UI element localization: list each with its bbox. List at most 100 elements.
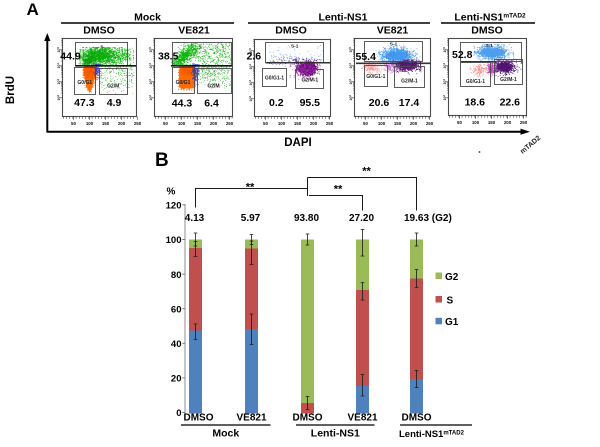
svg-text:**: **: [246, 182, 255, 194]
svg-text:80: 80: [171, 270, 182, 281]
svg-text:150: 150: [394, 121, 402, 126]
svg-text:50: 50: [71, 121, 76, 126]
svg-text:105: 105: [56, 47, 61, 53]
svg-text:102: 102: [348, 95, 353, 101]
svg-text:104: 104: [148, 63, 153, 69]
svg-text:105: 105: [148, 47, 153, 53]
svg-text:44.3: 44.3: [172, 98, 193, 110]
svg-text:S: S: [100, 44, 104, 50]
svg-text:100: 100: [86, 121, 94, 126]
svg-text:DMSO: DMSO: [402, 413, 432, 424]
svg-text:G2/M: G2/M: [207, 84, 219, 90]
svg-text:S-1: S-1: [485, 43, 493, 49]
svg-text:4.13: 4.13: [185, 213, 205, 224]
svg-text:DMSO: DMSO: [471, 25, 503, 37]
svg-text:G0/G1-1: G0/G1-1: [466, 79, 485, 85]
svg-text:20.6: 20.6: [369, 97, 390, 109]
svg-text:100: 100: [378, 121, 386, 126]
svg-text:4.9: 4.9: [107, 97, 122, 109]
svg-text:200: 200: [310, 121, 318, 126]
svg-text:100: 100: [472, 120, 480, 125]
svg-text:5.97: 5.97: [241, 213, 261, 224]
svg-text:50: 50: [457, 120, 462, 125]
svg-text:150: 150: [488, 120, 496, 125]
svg-text:VE821: VE821: [347, 413, 377, 424]
svg-text:103: 103: [148, 79, 153, 85]
svg-text:Lenti-NS1: Lenti-NS1: [318, 12, 367, 24]
svg-text:Mock: Mock: [212, 428, 239, 440]
svg-text:mTAD2: mTAD2: [519, 135, 542, 156]
svg-text:G0/G1-1: G0/G1-1: [265, 76, 284, 82]
svg-text:G2/M: G2/M: [107, 84, 119, 90]
svg-text:DMSO: DMSO: [293, 413, 323, 424]
svg-text:102: 102: [442, 95, 447, 101]
svg-text:105: 105: [442, 47, 447, 53]
svg-text:S: S: [198, 44, 202, 50]
svg-text:%: %: [167, 187, 176, 198]
svg-text:27.20: 27.20: [349, 213, 374, 224]
svg-text:0: 0: [176, 408, 181, 419]
svg-text:18.6: 18.6: [465, 97, 486, 109]
svg-text:G0/G1: G0/G1: [77, 80, 92, 86]
svg-text:120: 120: [166, 201, 182, 212]
svg-text:200: 200: [210, 121, 218, 126]
svg-text:**: **: [362, 166, 371, 178]
svg-text:200: 200: [118, 121, 126, 126]
svg-text:105: 105: [248, 48, 253, 54]
svg-text:DAPI: DAPI: [284, 137, 311, 149]
svg-text:A: A: [27, 0, 39, 19]
svg-text:VE821: VE821: [377, 25, 409, 37]
svg-text:250: 250: [326, 121, 334, 126]
svg-text:DMSO: DMSO: [275, 25, 307, 37]
svg-text:G1: G1: [445, 317, 459, 328]
svg-text:104: 104: [442, 63, 447, 69]
svg-text:Mock: Mock: [134, 12, 161, 24]
svg-text:17.4: 17.4: [399, 97, 420, 109]
svg-text:100: 100: [178, 121, 186, 126]
svg-text:DMSO: DMSO: [83, 25, 115, 37]
svg-text:104: 104: [248, 64, 253, 70]
svg-text:52.8: 52.8: [452, 49, 473, 61]
svg-text:S-1: S-1: [291, 44, 299, 50]
svg-text:150: 150: [102, 121, 110, 126]
svg-text:G0/G1-1: G0/G1-1: [366, 74, 385, 80]
svg-text:0.2: 0.2: [269, 97, 284, 109]
svg-text:50: 50: [363, 121, 368, 126]
svg-text:G0/G1: G0/G1: [176, 80, 191, 86]
svg-text:G2/M-1: G2/M-1: [301, 78, 318, 84]
svg-text:G2: G2: [445, 272, 459, 283]
svg-text:**: **: [334, 184, 343, 196]
svg-text:250: 250: [226, 121, 234, 126]
svg-text:G2/M-1: G2/M-1: [500, 77, 517, 83]
svg-text:103: 103: [248, 80, 253, 86]
svg-text:S: S: [447, 296, 454, 307]
svg-text:60: 60: [171, 304, 182, 315]
svg-text:47.3: 47.3: [74, 97, 95, 109]
svg-text:102: 102: [248, 96, 253, 102]
svg-text:19.63 (G2): 19.63 (G2): [404, 213, 452, 224]
svg-text:103: 103: [56, 79, 61, 85]
svg-text:50: 50: [163, 121, 168, 126]
svg-text:B: B: [155, 150, 169, 171]
svg-text:Lenti-NS1mTAD2: Lenti-NS1mTAD2: [454, 12, 526, 24]
svg-text:93.80: 93.80: [294, 213, 319, 224]
svg-text:104: 104: [348, 63, 353, 69]
svg-text:22.6: 22.6: [500, 97, 521, 109]
svg-text:S-1: S-1: [390, 42, 398, 48]
svg-text:103: 103: [348, 79, 353, 85]
svg-text:Lenti-NS1: Lenti-NS1: [311, 428, 360, 440]
svg-text:105: 105: [348, 47, 353, 53]
svg-text:55.4: 55.4: [356, 51, 377, 63]
svg-text:2.6: 2.6: [247, 51, 262, 63]
svg-text:VE821: VE821: [236, 413, 266, 424]
svg-text:VE821: VE821: [178, 25, 210, 37]
svg-text:200: 200: [410, 121, 418, 126]
svg-text:44.9: 44.9: [60, 51, 81, 63]
svg-text:250: 250: [520, 120, 528, 125]
svg-text:Lenti-NS1mTAD2: Lenti-NS1mTAD2: [399, 429, 465, 440]
svg-text:38.5: 38.5: [158, 51, 179, 63]
svg-text:100: 100: [166, 235, 182, 246]
svg-text:200: 200: [504, 120, 512, 125]
svg-text:100: 100: [278, 121, 286, 126]
svg-text:95.5: 95.5: [300, 97, 321, 109]
